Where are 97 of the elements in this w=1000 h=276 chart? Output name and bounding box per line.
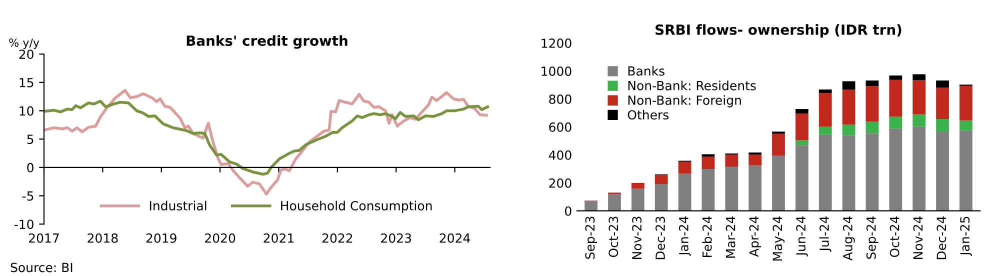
- y-tick-label: -5: [22, 191, 34, 201]
- x-tick-label: May-24: [772, 216, 785, 261]
- x-tick-label: 2018: [88, 233, 118, 243]
- bar: [795, 109, 808, 114]
- bar: [772, 155, 785, 211]
- x-tick-label: Sep-24: [866, 216, 878, 259]
- x-tick-label: Dec-23: [656, 216, 665, 260]
- x-tick-label: Aug-24: [842, 216, 855, 260]
- bar: [912, 74, 926, 80]
- x-tick-label: Nov-23: [632, 216, 642, 259]
- y-tick-label: 5: [27, 134, 34, 144]
- bar: [772, 134, 785, 156]
- y-tick-label: 10: [20, 106, 34, 116]
- bar: [631, 188, 644, 211]
- y-tick-label: 800: [549, 94, 572, 104]
- x-tick-label: Jun-24: [796, 216, 808, 256]
- bar: [842, 135, 856, 211]
- bar: [654, 184, 668, 211]
- x-tick-label: 2021: [264, 233, 294, 243]
- bar: [678, 162, 692, 174]
- bar: [936, 80, 949, 88]
- chart-title: Banks' credit growth: [186, 35, 348, 49]
- bar: [725, 154, 738, 167]
- bar: [795, 114, 808, 140]
- bar: [818, 134, 832, 211]
- bar: [936, 118, 949, 132]
- x-tick-label: Feb-24: [702, 216, 712, 258]
- bar: [795, 145, 808, 211]
- x-tick-label: 2020: [205, 233, 236, 243]
- bar: [818, 89, 832, 94]
- y-tick-label: 400: [548, 150, 572, 160]
- bar: [912, 114, 926, 127]
- bar: [866, 86, 879, 122]
- bar: [866, 133, 879, 211]
- y-tick-label: 200: [549, 178, 572, 188]
- bar: [608, 194, 621, 211]
- x-tick-label: Jan-25: [960, 216, 972, 256]
- bar: [818, 126, 832, 135]
- bar: [702, 169, 715, 211]
- legend-label: Industrial: [150, 200, 206, 210]
- bar: [631, 183, 644, 189]
- source-note: Source: BI: [10, 262, 72, 272]
- bar: [678, 174, 692, 211]
- bar: [889, 128, 902, 211]
- bar: [960, 86, 972, 120]
- y-tick-label: 20: [19, 50, 34, 60]
- legend-label: Non-Bank: Foreign: [628, 95, 741, 108]
- bar: [866, 80, 879, 86]
- bar: [702, 156, 715, 170]
- x-tick-label: Mar-24: [726, 216, 736, 258]
- x-tick-label: Sep-23: [585, 216, 598, 259]
- bar: [842, 81, 856, 90]
- x-tick-label: Nov-24: [913, 216, 923, 259]
- bar: [912, 126, 926, 211]
- y-tick-label: 1000: [542, 66, 572, 76]
- x-tick-label: Dec-24: [936, 216, 946, 260]
- bar: [842, 124, 856, 136]
- x-tick-label: 2024: [440, 233, 470, 243]
- x-tick-label: Oct-24: [890, 216, 900, 258]
- legend-label: Non-Bank: Residents: [628, 80, 756, 90]
- bar: [936, 132, 949, 211]
- x-tick-label: Jul-24: [819, 216, 832, 252]
- bar: [960, 130, 972, 211]
- bar: [936, 88, 949, 119]
- chart-title: SRBI flows- ownership (IDR trn): [656, 24, 902, 38]
- y-tick-label: 0: [27, 162, 34, 172]
- bar: [818, 93, 832, 127]
- bar: [866, 122, 879, 134]
- bar: [725, 166, 738, 211]
- y-tick-label: 600: [549, 122, 572, 132]
- y-tick-label: 15: [20, 78, 34, 88]
- x-tick-label: 2017: [29, 233, 59, 243]
- legend-label: Household Consumption: [281, 200, 432, 213]
- legend-label: Others: [628, 110, 669, 120]
- bar: [654, 175, 668, 184]
- line-series: [44, 88, 488, 196]
- legend-label: Banks: [628, 66, 664, 76]
- bar: [889, 76, 902, 80]
- x-tick-label: Apr-24: [749, 216, 762, 257]
- x-tick-label: 2023: [381, 233, 412, 243]
- x-tick-label: Oct-23: [608, 216, 618, 258]
- y-tick-label: 1200: [542, 38, 572, 48]
- bar: [889, 80, 902, 117]
- y-tick-label: 0: [565, 206, 572, 216]
- bar: [960, 120, 972, 131]
- bar: [889, 116, 902, 129]
- bar: [584, 201, 598, 211]
- x-tick-label: 2019: [146, 233, 176, 243]
- bar: [748, 154, 762, 166]
- y-axis-title: % y/y: [9, 38, 40, 49]
- bar: [912, 80, 926, 114]
- x-tick-label: Jan-24: [678, 216, 691, 256]
- bar: [842, 89, 856, 125]
- bar: [748, 165, 762, 211]
- y-tick-label: -10: [14, 220, 34, 230]
- bar: [795, 140, 808, 146]
- x-tick-label: 2022: [322, 233, 352, 243]
